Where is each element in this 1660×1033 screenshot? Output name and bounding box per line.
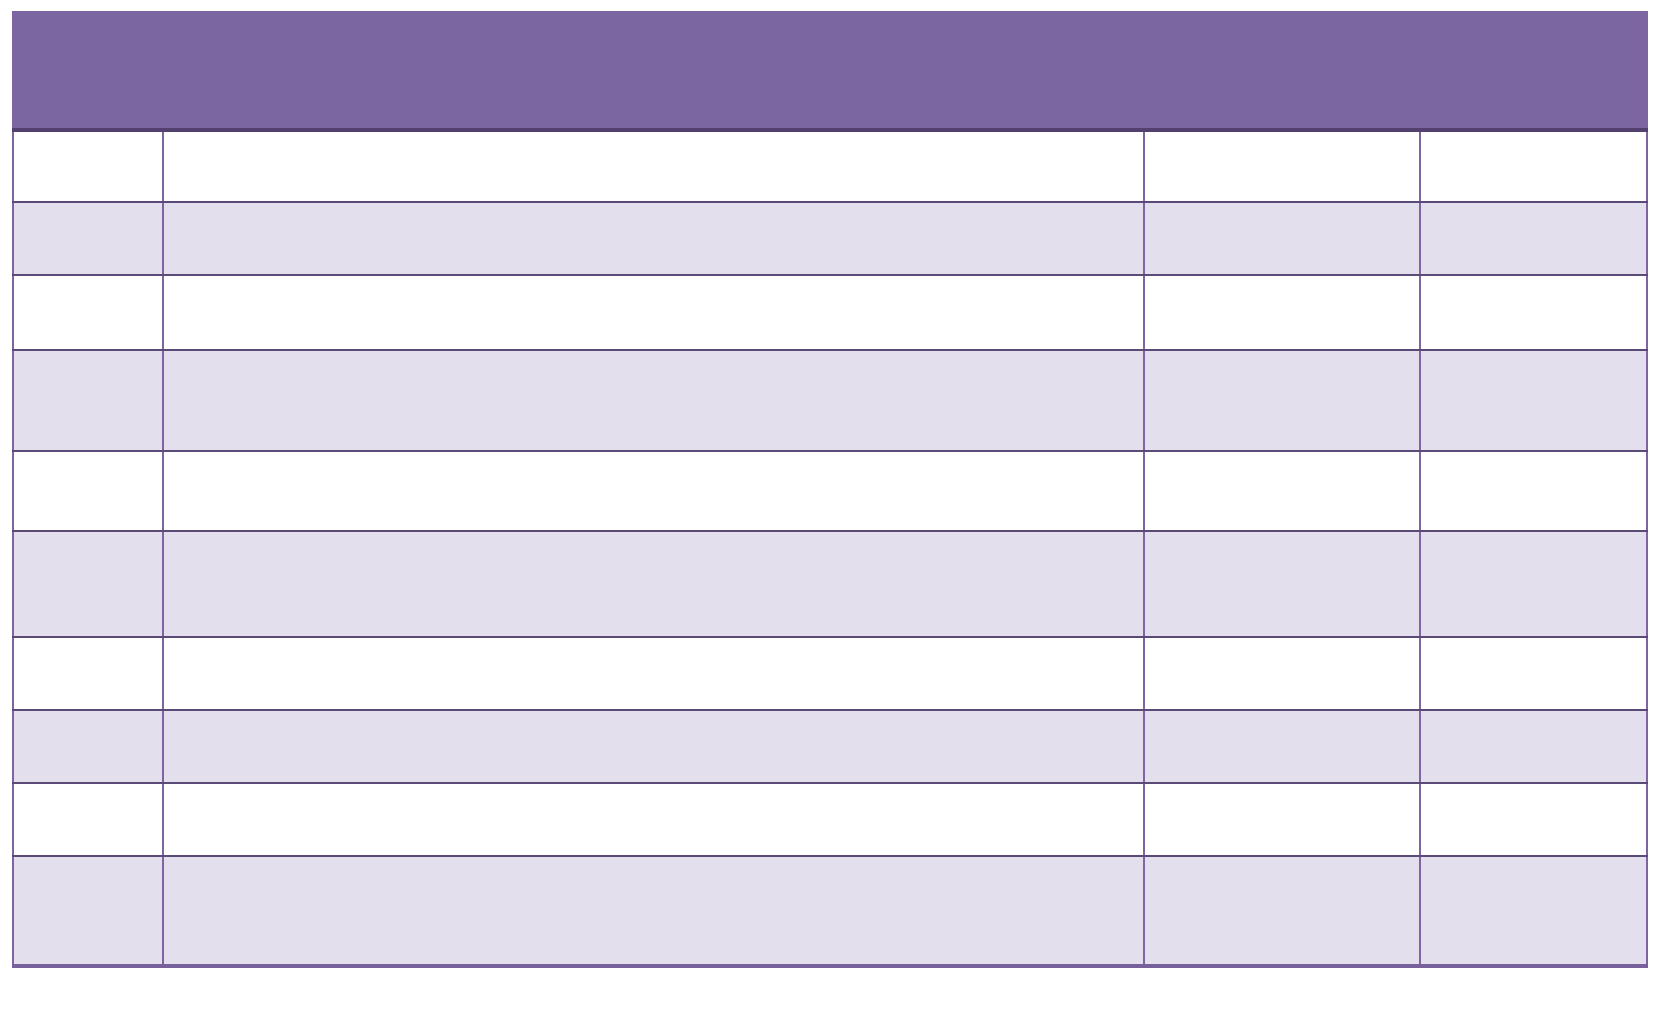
table-cell[interactable] <box>1143 129 1421 203</box>
table-cell[interactable] <box>12 450 164 532</box>
table-row <box>12 274 1648 351</box>
table-header-band[interactable] <box>12 11 1648 132</box>
table-cell[interactable] <box>1143 530 1421 638</box>
table-cell[interactable] <box>162 274 1145 351</box>
table-cell[interactable] <box>162 450 1145 532</box>
table-cell[interactable] <box>12 782 164 857</box>
table-cell[interactable] <box>1419 709 1648 784</box>
table-row <box>12 450 1648 532</box>
table-row <box>12 201 1648 276</box>
table-cell[interactable] <box>162 349 1145 452</box>
table-cell[interactable] <box>162 782 1145 857</box>
table-row <box>12 709 1648 784</box>
table-cell[interactable] <box>1143 450 1421 532</box>
table-cell[interactable] <box>162 636 1145 711</box>
table-cell[interactable] <box>12 636 164 711</box>
table-cell[interactable] <box>1143 274 1421 351</box>
table-cell[interactable] <box>162 709 1145 784</box>
table-cell[interactable] <box>1419 274 1648 351</box>
table-cell[interactable] <box>1419 349 1648 452</box>
table-cell[interactable] <box>1419 530 1648 638</box>
table-row <box>12 636 1648 711</box>
table-cell[interactable] <box>1419 201 1648 276</box>
table-cell[interactable] <box>12 855 164 968</box>
table-cell[interactable] <box>162 129 1145 203</box>
table-row <box>12 129 1648 203</box>
table-cell[interactable] <box>1143 855 1421 968</box>
table-cell[interactable] <box>162 201 1145 276</box>
table-header-row <box>12 11 1648 132</box>
table-cell[interactable] <box>1143 782 1421 857</box>
table-cell[interactable] <box>12 274 164 351</box>
table-cell[interactable] <box>1143 636 1421 711</box>
data-table <box>12 11 1648 968</box>
table-cell[interactable] <box>12 709 164 784</box>
table-cell[interactable] <box>12 530 164 638</box>
table-cell[interactable] <box>162 855 1145 968</box>
table-cell[interactable] <box>1419 636 1648 711</box>
table-cell[interactable] <box>12 201 164 276</box>
table-cell[interactable] <box>1143 349 1421 452</box>
table-cell[interactable] <box>162 530 1145 638</box>
table-cell[interactable] <box>12 129 164 203</box>
table-cell[interactable] <box>1419 129 1648 203</box>
table-cell[interactable] <box>12 349 164 452</box>
table-cell[interactable] <box>1419 855 1648 968</box>
table-cell[interactable] <box>1419 450 1648 532</box>
table-cell[interactable] <box>1143 201 1421 276</box>
table-row <box>12 530 1648 638</box>
table-row <box>12 782 1648 857</box>
table-cell[interactable] <box>1419 782 1648 857</box>
table-row <box>12 855 1648 968</box>
table-row <box>12 349 1648 452</box>
table-cell[interactable] <box>1143 709 1421 784</box>
